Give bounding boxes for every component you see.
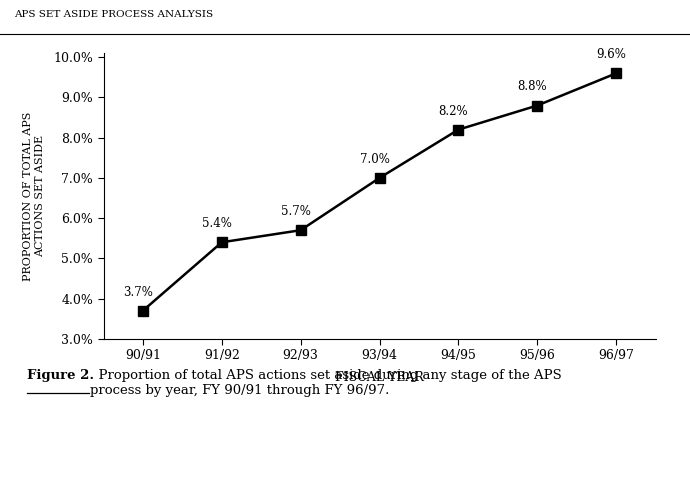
Text: 3.7%: 3.7% [124, 286, 153, 299]
Text: 5.4%: 5.4% [202, 217, 232, 230]
Text: 8.2%: 8.2% [439, 105, 469, 118]
X-axis label: FISCAL YEAR: FISCAL YEAR [335, 371, 424, 383]
Text: APS SET ASIDE PROCESS ANALYSIS: APS SET ASIDE PROCESS ANALYSIS [14, 10, 213, 19]
Y-axis label: PROPORTION OF TOTAL APS
ACTIONS SET ASIDE: PROPORTION OF TOTAL APS ACTIONS SET ASID… [23, 111, 45, 281]
Text: Proportion of total APS actions set aside during any stage of the APS
process by: Proportion of total APS actions set asid… [90, 369, 562, 397]
Text: Figure 2.: Figure 2. [27, 369, 94, 382]
Text: 8.8%: 8.8% [518, 80, 547, 93]
Text: 9.6%: 9.6% [596, 48, 627, 61]
Text: 5.7%: 5.7% [281, 205, 310, 218]
Text: 7.0%: 7.0% [359, 153, 390, 166]
